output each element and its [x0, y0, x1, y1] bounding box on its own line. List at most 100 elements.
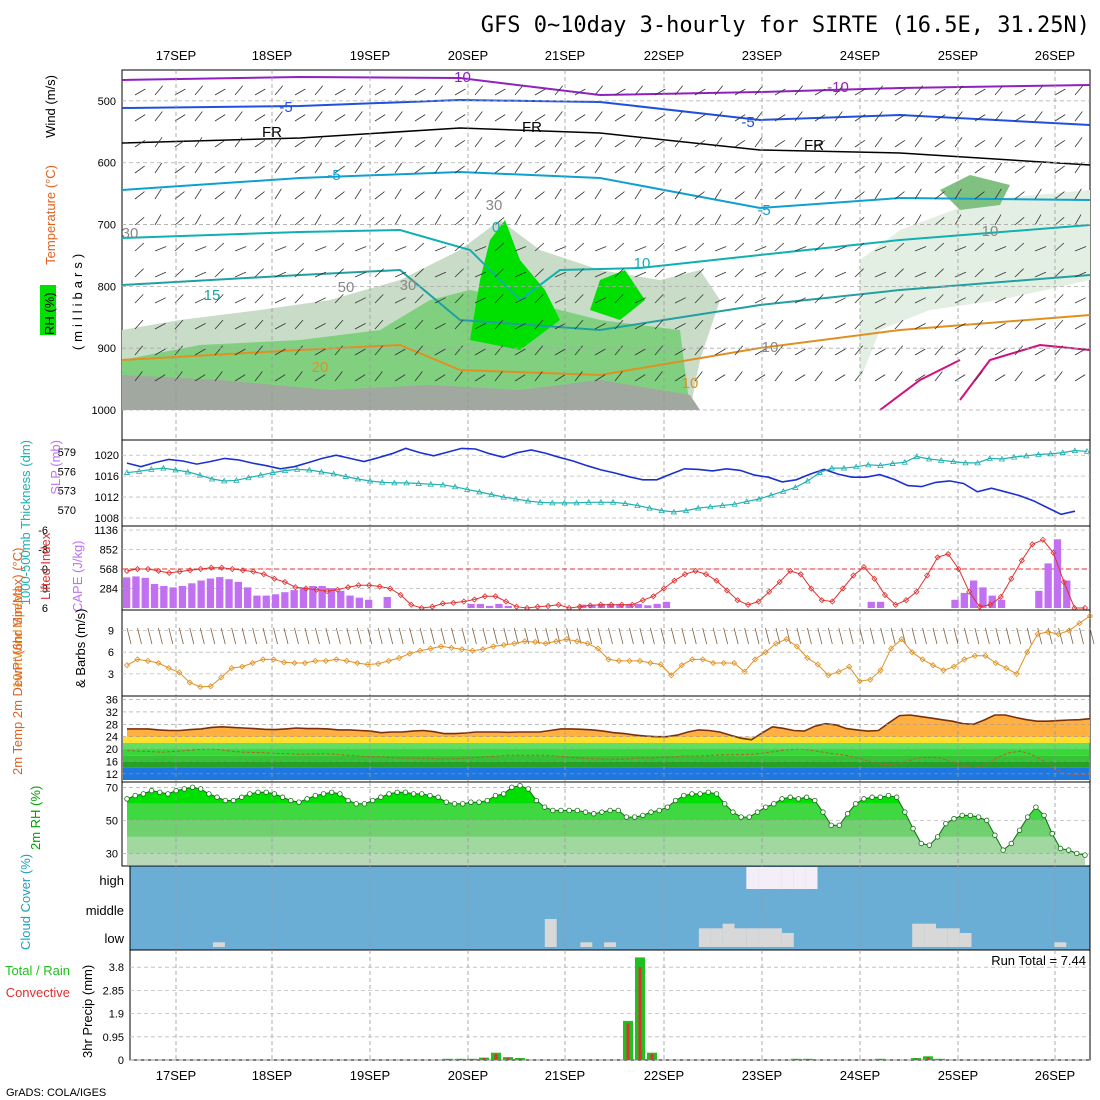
wind-barb [994, 348, 1006, 356]
wind-barb [954, 374, 966, 382]
rh-point [599, 809, 605, 815]
li-point [334, 586, 341, 593]
wind-barb [734, 88, 746, 96]
wind-barb [214, 319, 224, 330]
temperature-band [123, 761, 1089, 768]
thickness-point [524, 497, 532, 504]
cape-bar [1063, 580, 1071, 608]
wind-barb [434, 374, 446, 382]
li-point [902, 597, 910, 604]
wind-barb [694, 88, 706, 96]
wind-barb [874, 85, 884, 96]
slp-tick: 1020 [95, 450, 119, 462]
wind-barb [694, 345, 704, 356]
wind-barb [194, 323, 206, 330]
thickness-point [257, 471, 264, 478]
rh-point [271, 791, 278, 797]
temperature-tick: 20 [106, 744, 118, 756]
wind-barb [574, 294, 584, 304]
thickness-point [306, 466, 313, 473]
wind-barb [314, 348, 326, 356]
contour-label: FR [262, 124, 282, 141]
wind-speed-point [731, 659, 738, 667]
wind-barb [334, 139, 346, 148]
li-point [818, 597, 825, 604]
date-label-bottom: 21SEP [545, 1068, 585, 1083]
wind-speed-point [751, 656, 759, 663]
wind-barb [734, 371, 743, 382]
thickness-point [379, 478, 386, 485]
wind-speed-point [312, 657, 319, 664]
wind-barb [554, 85, 564, 96]
slp-tick: 1008 [95, 513, 119, 525]
wind-speed-point [657, 661, 664, 668]
wind-barb [874, 214, 882, 226]
rh-point [918, 840, 924, 847]
wind-barb [494, 345, 504, 356]
precip-convective-bar [482, 1058, 486, 1060]
wind-barb [994, 214, 1002, 226]
cape-bar [365, 599, 373, 608]
wind-barb [354, 271, 367, 278]
rh-point [255, 789, 261, 795]
cape-tick: 568 [100, 564, 118, 576]
wind-speed-point [1024, 649, 1031, 656]
surface-wind-barb [754, 627, 760, 645]
wind-barb [634, 348, 646, 356]
wind-speed-point [417, 647, 424, 654]
thickness-point [488, 491, 495, 497]
wind-barb [214, 294, 224, 304]
thickness-point [901, 458, 908, 465]
wind-barb [194, 188, 202, 200]
wind-barb [934, 216, 945, 226]
surface-wind-barb [346, 627, 352, 645]
wind-barb [734, 242, 745, 252]
thickness-point [913, 453, 921, 459]
wind-speed-point [867, 676, 874, 683]
wind-barb [1054, 345, 1064, 356]
low-cloud-bar [758, 928, 770, 947]
wind-barb [694, 165, 705, 174]
wind-barb [154, 323, 166, 330]
rh-point [345, 797, 351, 804]
wind-barb [974, 294, 984, 304]
wind-barb [274, 297, 286, 304]
wind-barb [254, 268, 264, 278]
wind-barb [214, 242, 225, 252]
wind-barb [1054, 268, 1064, 278]
cape-tick: 1136 [94, 525, 118, 537]
cape-bar [216, 577, 224, 608]
surface-wind-barb [231, 627, 237, 645]
rh-point [926, 842, 933, 848]
wind-barb [974, 371, 983, 382]
wind-barb [994, 188, 1002, 200]
pressure-tick: 500 [98, 96, 116, 108]
surface-wind-barb [744, 627, 749, 645]
surface-wind-barb [681, 627, 687, 645]
li-point [997, 593, 1004, 601]
wind-speed-point [908, 649, 916, 656]
low-cloud-bar [698, 928, 711, 947]
li-point [755, 598, 762, 605]
surface-wind-barb [451, 627, 456, 645]
rh-point [492, 792, 499, 799]
wind-tick: 3 [108, 669, 114, 681]
wind-barb [734, 319, 744, 330]
wind-barb [794, 137, 803, 148]
wind-barb [534, 216, 545, 226]
cloud-level-tick: low [104, 931, 124, 946]
wind-barb [254, 88, 266, 96]
li-point [829, 598, 836, 605]
wind-barb [214, 345, 224, 356]
li-point [471, 596, 478, 603]
li-point [355, 582, 362, 589]
wind-barb [234, 137, 243, 148]
wind10m-units-label: & Barbs (m/s) [73, 609, 88, 688]
surface-wind-barb [618, 627, 624, 645]
thickness-point [196, 471, 204, 478]
wind-barb [274, 162, 283, 174]
li-point [502, 598, 510, 605]
rh-point [1057, 845, 1064, 852]
li-tick: -6 [38, 525, 48, 537]
wind-barb [394, 271, 407, 278]
